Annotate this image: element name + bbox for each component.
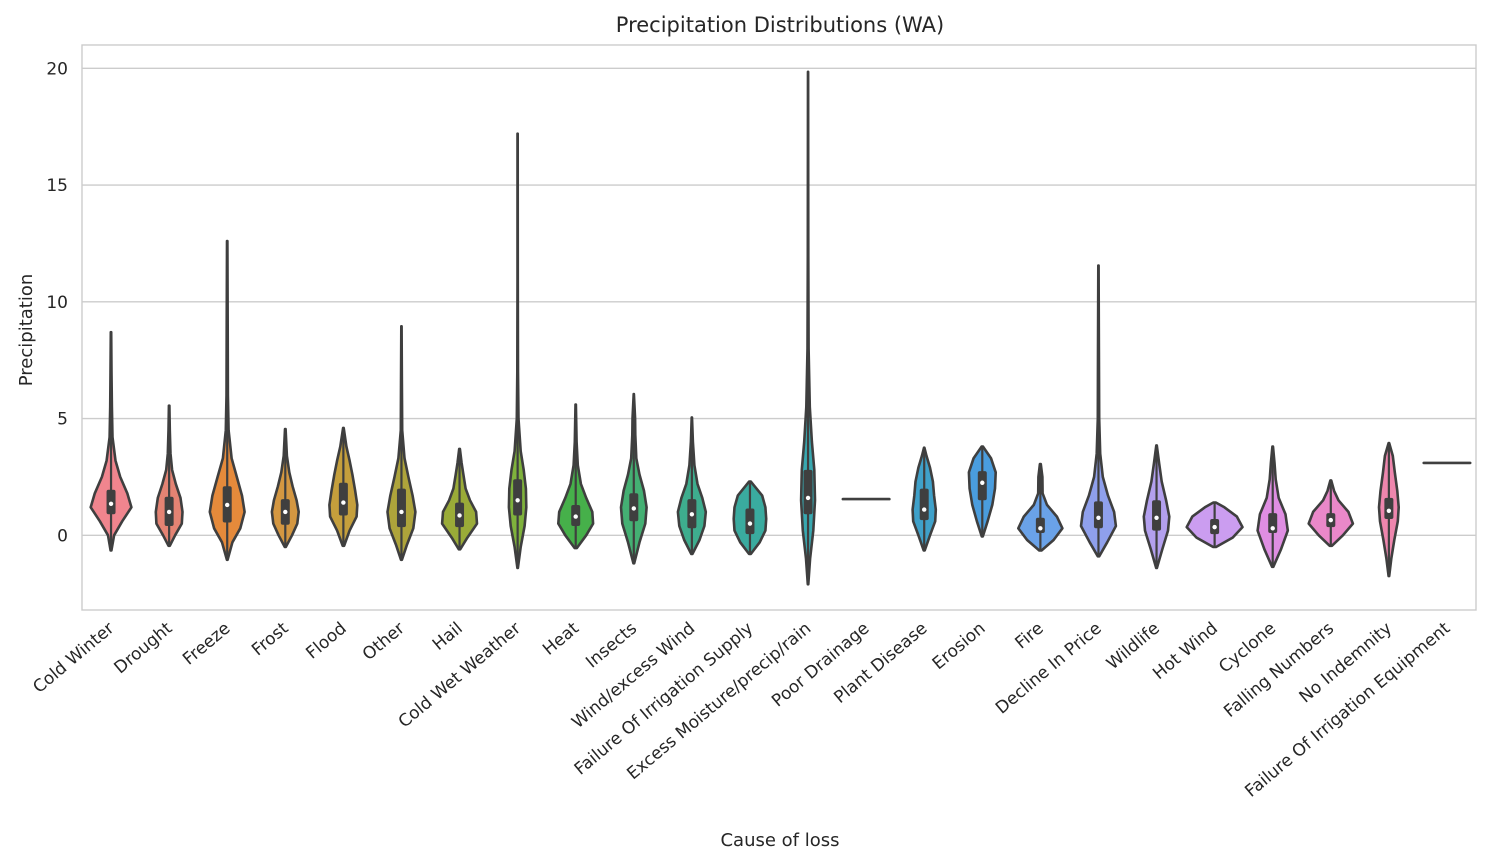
violin-cold-wet-weather — [507, 132, 528, 570]
x-tick-label: Erosion — [929, 619, 990, 675]
violin-cyclone — [1256, 445, 1290, 569]
y-tick-label: 5 — [57, 410, 68, 430]
y-axis-label: Precipitation — [16, 274, 37, 387]
violin-median — [108, 501, 114, 506]
violin-iqr-box — [396, 488, 406, 528]
violin-iqr-box — [338, 482, 348, 516]
y-tick-labels: 0 5 10 15 20 — [46, 59, 68, 546]
violin-median — [225, 502, 230, 508]
violin-heat — [557, 403, 595, 550]
violin-plant-disease — [911, 446, 938, 552]
violin-iqr-box — [513, 479, 523, 516]
violin-median — [805, 495, 811, 501]
violin-median — [1328, 517, 1333, 523]
violin-iqr-box — [1384, 497, 1394, 519]
violin-iqr-box — [919, 488, 929, 521]
violin-iqr-box — [1268, 513, 1278, 533]
violin-excess-moisture-precip-rain — [799, 70, 817, 586]
y-gridlines — [82, 67, 1476, 536]
plot-area — [81, 44, 1477, 611]
violin-median — [399, 509, 404, 515]
violin-iqr-box — [1035, 517, 1045, 533]
x-tick-label: Drought — [111, 618, 177, 678]
x-tick-label: Other — [359, 619, 409, 665]
x-tick-label: Hot Wind — [1149, 619, 1222, 684]
violin-failure-of-irrigation-supply — [732, 480, 768, 556]
violin-other — [386, 325, 417, 562]
violin-median — [1154, 515, 1159, 520]
violin-erosion — [967, 445, 997, 538]
violin-median — [515, 498, 520, 503]
violin-median — [747, 521, 753, 526]
violin-falling-numbers — [1307, 479, 1355, 548]
violin-median — [283, 509, 288, 515]
violin-median — [689, 512, 695, 517]
violin-frost — [270, 427, 300, 549]
x-tick-label: Fire — [1011, 619, 1047, 654]
violin-median — [980, 480, 985, 485]
violin-median — [922, 507, 927, 512]
y-tick-label: 20 — [46, 59, 68, 79]
violin-iqr-box — [977, 471, 987, 501]
violin-median — [1212, 524, 1217, 530]
violin-median — [1096, 515, 1101, 520]
x-tick-label: Flood — [302, 619, 350, 664]
violin-insects — [619, 392, 648, 565]
x-tick-label: Freeze — [179, 619, 234, 670]
violin-iqr-box — [1152, 500, 1162, 531]
violin-median — [341, 500, 346, 505]
x-tick-label: Decline In Price — [992, 619, 1106, 719]
violin-median — [631, 506, 636, 511]
violin-cold-winter — [89, 330, 133, 552]
y-tick-label: 10 — [46, 293, 68, 313]
violin-wildlife — [1142, 444, 1171, 570]
violin-decline-in-price — [1079, 264, 1118, 558]
violin-no-indemnity — [1377, 441, 1400, 578]
violin-hot-wind — [1185, 501, 1244, 549]
x-tick-label: Hail — [429, 619, 467, 655]
violin-median — [1038, 526, 1043, 531]
violin-flood — [328, 426, 359, 548]
violin-median — [1386, 508, 1392, 513]
violin-drought — [154, 404, 184, 548]
violin-fire — [1017, 462, 1064, 552]
y-tick-label: 0 — [57, 526, 68, 546]
violin-iqr-box — [1093, 501, 1103, 529]
violin-iqr-box — [803, 469, 813, 515]
x-tick-label: Poor Drainage — [768, 619, 873, 712]
violin-hail — [440, 447, 479, 551]
violin-freeze — [208, 239, 246, 562]
violin-median — [457, 513, 462, 518]
x-tick-label: Heat — [539, 618, 583, 659]
x-axis-label: Cause of loss — [720, 830, 839, 851]
chart-title: Precipitation Distributions (WA) — [616, 13, 944, 37]
violins — [89, 70, 1472, 586]
x-tick-label: Failure Of Irrigation Equipment — [1241, 618, 1454, 801]
violin-median — [573, 514, 578, 519]
violin-wind-excess-wind — [676, 416, 708, 556]
violin-median — [166, 509, 172, 515]
violin-iqr-box — [745, 508, 755, 535]
x-tick-label: Cold Winter — [29, 619, 118, 698]
x-tick-label: Frost — [248, 618, 293, 660]
violin-median — [1270, 526, 1275, 531]
y-tick-label: 15 — [46, 176, 68, 196]
